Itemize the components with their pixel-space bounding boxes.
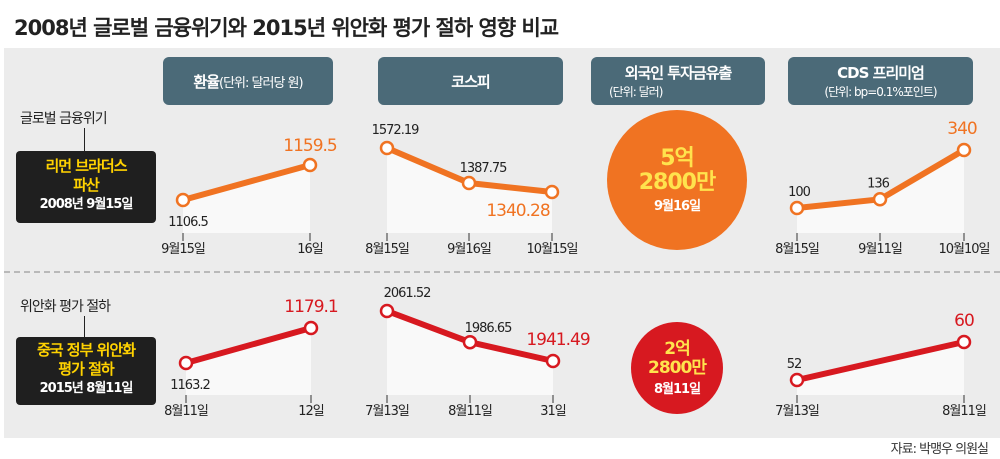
header-main: 환율 — [193, 72, 220, 91]
event-title: 평가 절하 — [58, 360, 114, 378]
x-tick-label: 8월11일 — [448, 404, 492, 419]
x-tick-label: 12일 — [298, 404, 324, 419]
data-point — [544, 184, 560, 200]
data-label: 1340.28 — [486, 201, 549, 221]
series-line — [796, 339, 965, 383]
data-label: 1941.49 — [526, 330, 589, 350]
data-point — [302, 157, 318, 173]
data-label: 1986.65 — [465, 321, 512, 336]
chart-area — [186, 328, 311, 395]
event-box-2015: 중국 정부 위안화 평가 절하 2015년 8월11일 — [16, 337, 156, 405]
x-tick-label: 9월15일 — [161, 242, 205, 257]
data-point — [178, 355, 194, 371]
header-unit: (단위: 달러당 원) — [219, 75, 304, 91]
header-cds: CDS 프리미엄 (단위: bp=0.1%포인트) — [788, 57, 973, 105]
header-unit: (단위: bp=0.1%포인트) — [824, 85, 937, 99]
chart-area — [797, 150, 964, 233]
x-tick-label: 7월13일 — [775, 404, 819, 419]
chart-area — [183, 165, 310, 233]
x-tick-label: 8월15일 — [775, 242, 819, 257]
outflow-amount: 5억 — [660, 145, 695, 171]
series-line — [185, 325, 312, 366]
data-point — [789, 200, 805, 216]
row-divider — [4, 271, 1000, 273]
event-date: 2015년 8월11일 — [39, 381, 134, 396]
data-label: 60 — [954, 311, 974, 331]
data-point — [462, 334, 478, 350]
data-label: 1163.2 — [170, 378, 210, 393]
x-tick-label: 9월16일 — [447, 242, 491, 257]
data-point — [789, 372, 805, 388]
page-title: 2008년 글로벌 금융위기와 2015년 위안화 평가 절하 영향 비교 — [14, 16, 559, 40]
row-label-2008: 글로벌 금융위기 — [20, 111, 108, 127]
data-label: 1159.5 — [283, 136, 337, 156]
event-title: 리먼 브라더스 — [45, 157, 127, 175]
outflow-circle-2008: 5억 2800만 9월16일 — [607, 110, 747, 250]
data-label: 100 — [788, 185, 811, 200]
x-tick-label: 16일 — [297, 242, 323, 257]
data-label: 136 — [867, 176, 890, 191]
event-title: 중국 정부 위안화 — [36, 341, 136, 359]
outflow-amount: 2억 — [664, 338, 690, 359]
chart-area — [387, 311, 553, 395]
outflow-date: 9월16일 — [653, 198, 701, 214]
chart-area — [797, 342, 964, 395]
data-point — [303, 320, 319, 336]
data-point — [175, 192, 191, 208]
data-label: 1179.1 — [284, 297, 338, 317]
data-point — [872, 192, 888, 207]
x-tick-label: 8월11일 — [942, 404, 986, 419]
pointer-line — [84, 128, 85, 152]
chart-area — [387, 148, 552, 233]
source-note: 자료: 박맹우 의원실 — [890, 442, 989, 457]
data-point — [461, 175, 477, 191]
header-main: CDS 프리미엄 — [837, 64, 925, 82]
event-title: 파산 — [73, 176, 100, 194]
outflow-amount: 2800만 — [648, 357, 707, 378]
data-label: 1387.75 — [460, 161, 507, 176]
outflow-date: 8월11일 — [653, 381, 701, 397]
event-box-2008: 리먼 브라더스 파산 2008년 9월15일 — [16, 151, 156, 223]
header-exchange-rate: 환율 (단위: 달러당 원) — [163, 57, 333, 105]
data-label: 1572.19 — [372, 123, 419, 138]
x-tick-label: 31일 — [540, 404, 566, 419]
x-tick-label: 9월11일 — [858, 242, 902, 257]
x-tick-label: 7월13일 — [365, 404, 409, 419]
x-tick-label: 10월15일 — [526, 242, 577, 257]
header-outflow: 외국인 투자금유출 (단위: 달러) — [591, 57, 765, 105]
x-tick-label: 8월15일 — [365, 242, 409, 257]
header-unit: (단위: 달러) — [609, 85, 663, 99]
series-line — [182, 162, 311, 203]
header-main: 외국인 투자금유출 — [624, 64, 733, 82]
outflow-circle-2015: 2억 2800만 8월11일 — [631, 322, 723, 414]
event-date: 2008년 9월15일 — [39, 197, 134, 212]
data-point — [956, 142, 972, 158]
header-main: 코스피 — [451, 72, 490, 91]
data-label: 340 — [947, 119, 977, 139]
x-tick-label: 8월11일 — [164, 404, 208, 419]
data-point — [545, 353, 561, 369]
header-kospi: 코스피 — [378, 57, 563, 105]
row-label-2015: 위안화 평가 절하 — [20, 299, 111, 315]
data-point — [956, 334, 972, 350]
outflow-amount: 2800만 — [638, 169, 716, 195]
data-label: 1106.5 — [168, 215, 208, 230]
data-point — [379, 140, 395, 156]
data-label: 2061.52 — [384, 286, 431, 301]
pointer-line — [84, 316, 85, 338]
data-label: 52 — [787, 357, 802, 372]
data-point — [379, 303, 395, 319]
x-tick-label: 10월10일 — [938, 242, 989, 257]
